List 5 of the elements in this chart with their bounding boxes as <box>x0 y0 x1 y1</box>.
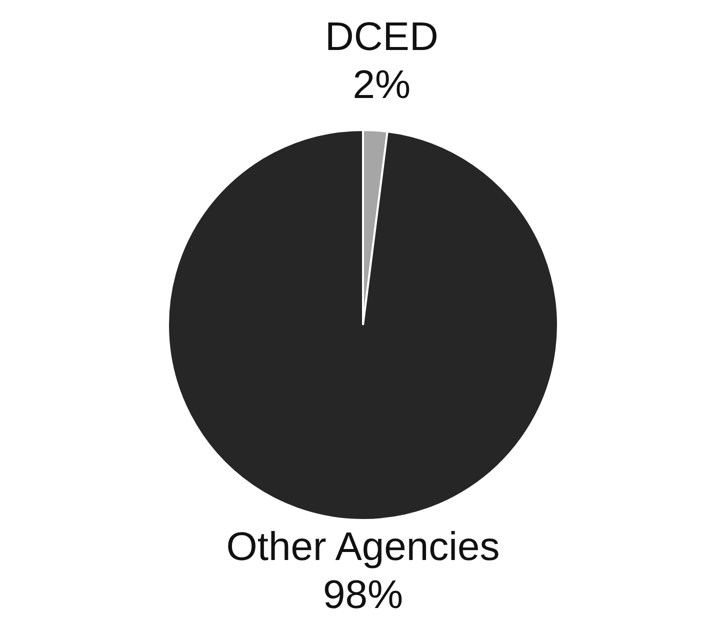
slice-label: Other Agencies <box>226 525 500 569</box>
pie-slice <box>167 129 559 521</box>
slice-label: DCED <box>325 15 438 59</box>
data-label: 2% <box>352 63 411 107</box>
data-label: 98% <box>322 573 404 617</box>
